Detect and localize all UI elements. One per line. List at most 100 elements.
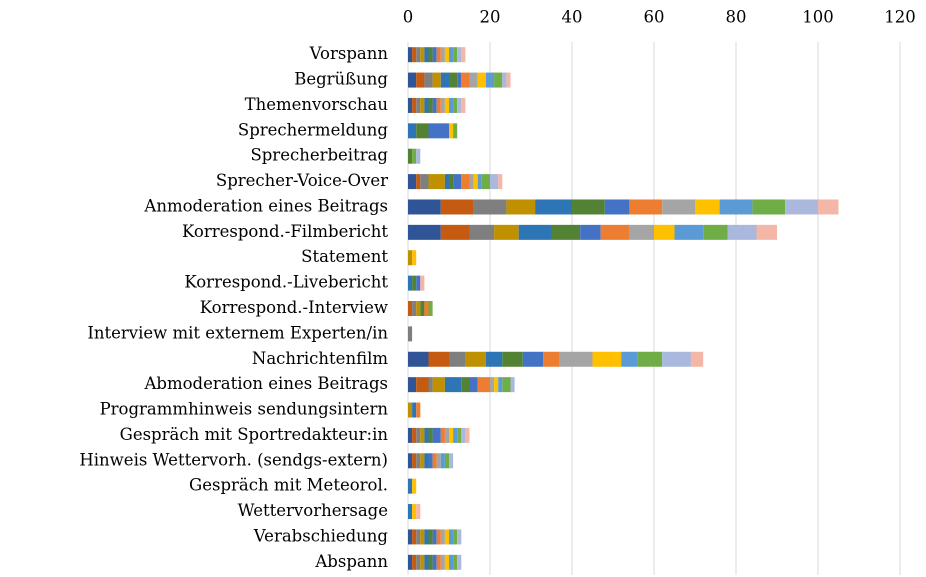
y-tick-label: Verabschiedung [253, 526, 389, 545]
bar-segment [436, 529, 441, 545]
bar-segment [473, 199, 507, 215]
bar-segment [412, 301, 417, 316]
bar-segment [449, 72, 458, 88]
bar-segment [719, 199, 753, 215]
bar-segment [580, 224, 601, 240]
bar-segment [506, 72, 511, 88]
y-tick-label: Vorspann [309, 44, 389, 63]
bar-segment [436, 97, 441, 113]
bar-segment [453, 123, 458, 139]
bar-segment [654, 224, 675, 240]
bar-segment [408, 148, 413, 164]
bar-segment [461, 97, 466, 113]
bar-segment [457, 427, 462, 443]
bar-segment [436, 453, 441, 469]
bar-segment [727, 224, 757, 240]
bar-segment [502, 72, 507, 88]
bar-segment [408, 504, 413, 520]
bar-segment [453, 174, 462, 190]
bar-segment [424, 529, 429, 545]
bar-segment [444, 97, 449, 113]
y-tick-label: Begrüßung [294, 70, 388, 89]
bar-segment [420, 453, 425, 469]
bar-segment [412, 250, 417, 266]
bar-segment [449, 427, 454, 443]
bar-segment [457, 47, 462, 63]
bar-segment [416, 148, 421, 164]
bar-segment [416, 174, 421, 190]
bar-segment [465, 351, 486, 367]
bar-segment [440, 554, 445, 570]
bar-segment [424, 427, 429, 443]
bar-segment [408, 453, 413, 469]
bar-segment [436, 554, 441, 570]
bar-segment [412, 554, 417, 570]
bar-segment [785, 199, 818, 215]
bar-segment [408, 326, 413, 342]
bar-segment [428, 453, 433, 469]
bar-segment [449, 123, 454, 139]
bar-segment [416, 97, 421, 113]
bar-segment [440, 224, 470, 240]
bar-segment [453, 529, 458, 545]
bar-segment [428, 301, 433, 316]
bar-segment [457, 529, 462, 545]
bar-segment [444, 47, 449, 63]
bar-segment [559, 351, 593, 367]
bar-segment [420, 275, 425, 291]
x-tick-label: 120 [884, 8, 916, 27]
bar-segment [444, 453, 449, 469]
bar-segment [420, 174, 429, 190]
bar-segment [412, 478, 417, 494]
bar-segment [408, 529, 413, 545]
bar-segment [477, 72, 486, 88]
bar-segment [703, 224, 728, 240]
bar-segment [674, 224, 704, 240]
bar-segment [494, 224, 519, 240]
bar-segment [510, 377, 515, 393]
y-tick-label: Korrespond.-Interview [200, 298, 388, 317]
y-tick-label: Korrespond.-Livebericht [184, 273, 388, 292]
bar-segment [485, 72, 495, 88]
bar-segment [420, 554, 425, 570]
bar-segment [408, 351, 429, 367]
bar-segment [469, 224, 495, 240]
bar-segment [428, 47, 433, 63]
bar-segment [416, 529, 421, 545]
bar-segment [416, 275, 421, 291]
bar-segment [432, 377, 445, 393]
y-tick-label: Wettervorhersage [238, 501, 388, 520]
bar-segment [690, 351, 704, 367]
bar-segment [424, 72, 433, 88]
bar-segment [621, 351, 638, 367]
bar-segment [412, 427, 417, 443]
bar-segment [469, 377, 478, 393]
bar-segment [535, 199, 572, 215]
bar-segment [629, 224, 654, 240]
bar-segment [453, 97, 458, 113]
bar-segment [457, 72, 462, 88]
bar-segment [432, 72, 441, 88]
x-tick-label: 60 [644, 8, 665, 27]
bar-segment [449, 351, 466, 367]
bar-segment [551, 224, 581, 240]
bar-segment [412, 402, 417, 418]
y-tick-label: Nachrichtenfilm [252, 349, 388, 368]
bar-segment [449, 554, 454, 570]
bar-segment [420, 529, 425, 545]
y-tick-label: Hinweis Wettervorh. (sendgs-extern) [79, 450, 388, 469]
bar-segment [428, 427, 433, 443]
bar-segment [444, 377, 462, 393]
x-tick-label: 100 [802, 8, 834, 27]
bar-segment [408, 402, 413, 418]
bar-segment [440, 97, 445, 113]
bar-segment [469, 72, 478, 88]
bar-segment [600, 224, 630, 240]
bar-segment [428, 351, 449, 367]
bar-segment [408, 275, 413, 291]
bar-segment [420, 427, 425, 443]
bar-segment [453, 554, 458, 570]
bar-segment [416, 377, 429, 393]
bar-segment [461, 377, 470, 393]
